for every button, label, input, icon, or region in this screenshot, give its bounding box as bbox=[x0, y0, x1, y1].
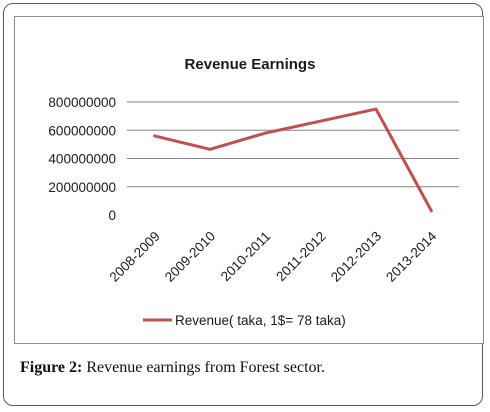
y-tick-label: 400000000 bbox=[48, 152, 116, 167]
x-tick-label: 2011-2012 bbox=[273, 229, 329, 285]
caption-label: Figure 2: bbox=[20, 359, 83, 376]
caption-text: Revenue earnings from Forest sector. bbox=[82, 359, 325, 376]
series-line bbox=[153, 107, 433, 213]
legend-label: Revenue( taka, 1$= 78 taka) bbox=[175, 313, 346, 328]
figure-caption: Figure 2: Revenue earnings from Forest s… bbox=[20, 359, 325, 377]
y-tick-label: 800000000 bbox=[48, 95, 116, 110]
y-tick-label: 600000000 bbox=[48, 123, 116, 138]
gridlines bbox=[127, 101, 459, 188]
x-tick-label: 2008-2009 bbox=[107, 229, 163, 285]
legend: Revenue( taka, 1$= 78 taka) bbox=[143, 313, 346, 328]
y-tick-label: 0 bbox=[108, 208, 116, 223]
line-chart: 0 200000000 400000000 600000000 800000000 20… bbox=[48, 56, 459, 328]
x-tick-label: 2012-2013 bbox=[328, 229, 384, 285]
x-tick-label: 2010-2011 bbox=[218, 229, 274, 285]
x-tick-label: 2013-2014 bbox=[383, 228, 440, 285]
series-layer bbox=[153, 107, 433, 213]
chart-title: Revenue Earnings bbox=[185, 56, 316, 73]
y-axis-ticks: 0 200000000 400000000 600000000 800000000 bbox=[48, 95, 116, 223]
x-axis-ticks: 2008-2009 2009-2010 2010-2011 2011-2012 2012… bbox=[107, 228, 440, 285]
x-tick-label: 2009-2010 bbox=[162, 229, 218, 285]
y-tick-label: 200000000 bbox=[48, 180, 116, 195]
chart-area: 0 200000000 400000000 600000000 800000000 20… bbox=[14, 16, 484, 344]
figure-frame: 0 200000000 400000000 600000000 800000000 20… bbox=[3, 3, 484, 406]
